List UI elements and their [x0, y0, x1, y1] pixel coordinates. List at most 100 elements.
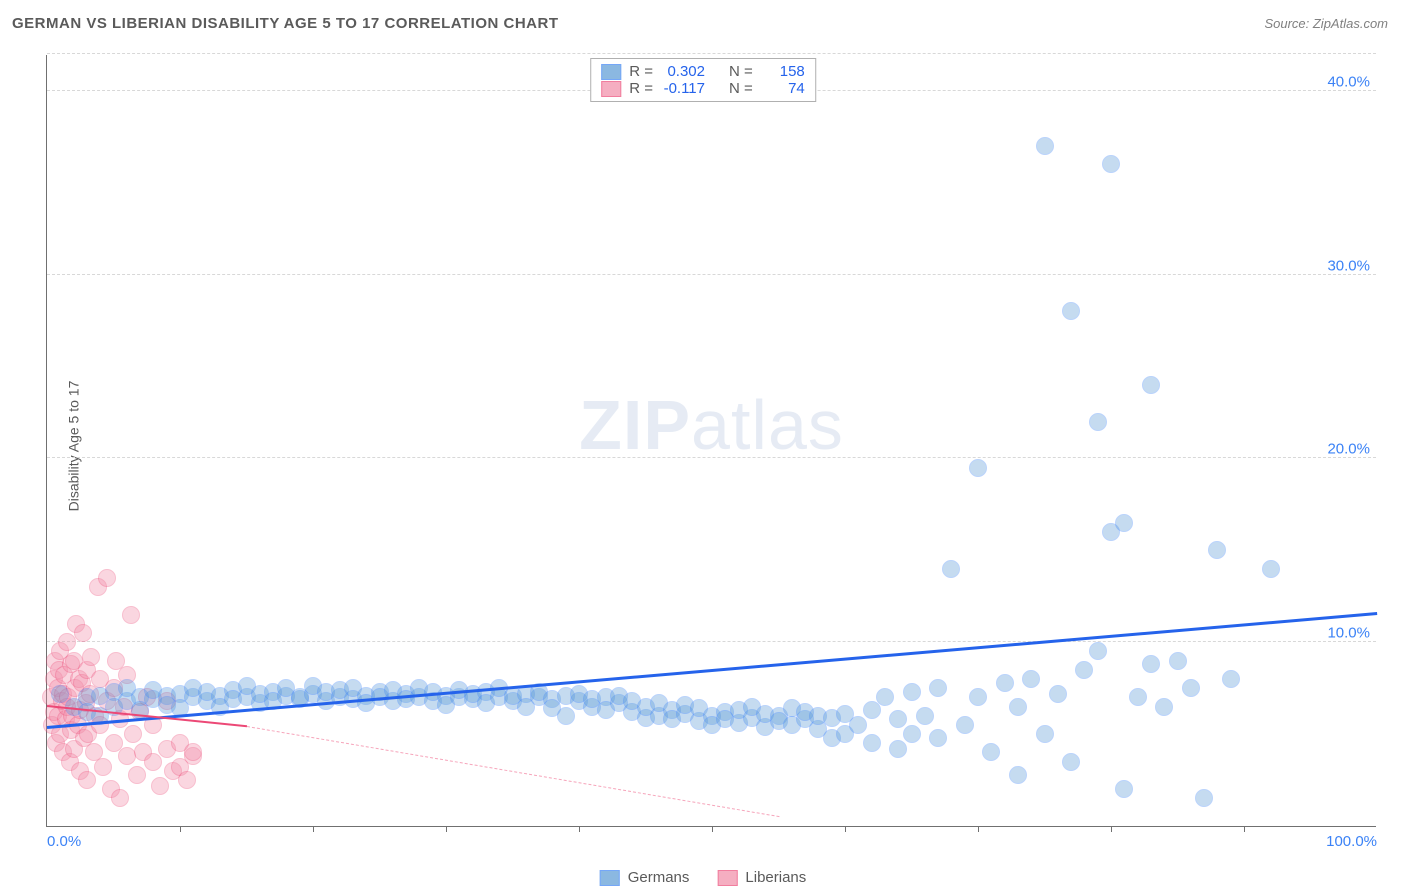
x-tick	[845, 826, 846, 832]
data-point	[1142, 655, 1160, 673]
data-point	[863, 734, 881, 752]
data-point	[1182, 679, 1200, 697]
data-point	[111, 789, 129, 807]
data-point	[1195, 789, 1213, 807]
swatch-germans	[601, 64, 621, 80]
y-tick-label: 10.0%	[1327, 625, 1370, 642]
data-point	[969, 459, 987, 477]
data-point	[1142, 376, 1160, 394]
watermark-bold: ZIP	[579, 386, 691, 464]
data-point	[1089, 413, 1107, 431]
x-tick	[712, 826, 713, 832]
data-point	[929, 729, 947, 747]
stat-n-germans: 158	[761, 63, 805, 80]
data-point	[1022, 670, 1040, 688]
data-point	[849, 716, 867, 734]
legend-swatch-germans	[600, 870, 620, 886]
data-point	[122, 606, 140, 624]
x-tick-label: 100.0%	[1326, 833, 1377, 850]
legend-item-liberians: Liberians	[717, 869, 806, 886]
plot-area: ZIPatlas 10.0%20.0%30.0%40.0%0.0%100.0%	[46, 55, 1376, 827]
stat-r-label: R =	[629, 80, 653, 97]
data-point	[78, 771, 96, 789]
data-point	[1062, 753, 1080, 771]
data-point	[58, 633, 76, 651]
legend-label-liberians: Liberians	[745, 869, 806, 886]
data-point	[942, 560, 960, 578]
data-point	[1102, 155, 1120, 173]
data-point	[98, 569, 116, 587]
stat-n-label: N =	[729, 80, 753, 97]
source-label: Source: ZipAtlas.com	[1264, 16, 1388, 31]
data-point	[178, 771, 196, 789]
x-tick	[579, 826, 580, 832]
y-tick-label: 40.0%	[1327, 73, 1370, 90]
legend-swatch-liberians	[717, 870, 737, 886]
gridline-h	[47, 641, 1376, 642]
data-point	[1155, 698, 1173, 716]
data-point	[1036, 137, 1054, 155]
trend-line	[246, 726, 778, 817]
watermark: ZIPatlas	[579, 385, 844, 465]
data-point	[557, 707, 575, 725]
x-tick-label: 0.0%	[47, 833, 81, 850]
data-point	[903, 725, 921, 743]
data-point	[996, 674, 1014, 692]
data-point	[1208, 541, 1226, 559]
x-tick	[313, 826, 314, 832]
watermark-rest: atlas	[691, 386, 844, 464]
x-tick	[446, 826, 447, 832]
data-point	[1262, 560, 1280, 578]
x-tick	[180, 826, 181, 832]
data-point	[903, 683, 921, 701]
data-point	[982, 743, 1000, 761]
stat-n-liberians: 74	[761, 80, 805, 97]
stats-box: R = 0.302 N = 158 R = -0.117 N = 74	[590, 58, 816, 102]
x-tick	[1111, 826, 1112, 832]
data-point	[1049, 685, 1067, 703]
data-point	[889, 740, 907, 758]
gridline-h	[47, 53, 1376, 54]
data-point	[969, 688, 987, 706]
header: GERMAN VS LIBERIAN DISABILITY AGE 5 TO 1…	[0, 0, 1406, 46]
data-point	[151, 777, 169, 795]
data-point	[1169, 652, 1187, 670]
x-tick	[1244, 826, 1245, 832]
data-point	[1115, 514, 1133, 532]
chart-title: GERMAN VS LIBERIAN DISABILITY AGE 5 TO 1…	[12, 15, 559, 32]
chart-container: GERMAN VS LIBERIAN DISABILITY AGE 5 TO 1…	[0, 0, 1406, 892]
stats-row-germans: R = 0.302 N = 158	[601, 63, 805, 80]
data-point	[74, 624, 92, 642]
stats-row-liberians: R = -0.117 N = 74	[601, 80, 805, 97]
data-point	[1129, 688, 1147, 706]
data-point	[124, 725, 142, 743]
bottom-legend: Germans Liberians	[600, 869, 807, 886]
data-point	[1062, 302, 1080, 320]
data-point	[1222, 670, 1240, 688]
y-tick-label: 20.0%	[1327, 441, 1370, 458]
stat-r-liberians: -0.117	[661, 80, 705, 97]
data-point	[956, 716, 974, 734]
y-tick-label: 30.0%	[1327, 257, 1370, 274]
data-point	[1009, 698, 1027, 716]
swatch-liberians	[601, 81, 621, 97]
data-point	[94, 758, 112, 776]
data-point	[1036, 725, 1054, 743]
data-point	[889, 710, 907, 728]
stat-r-germans: 0.302	[661, 63, 705, 80]
data-point	[1115, 780, 1133, 798]
data-point	[82, 648, 100, 666]
legend-label-germans: Germans	[628, 869, 690, 886]
data-point	[128, 766, 146, 784]
stat-r-label: R =	[629, 63, 653, 80]
stat-n-label: N =	[729, 63, 753, 80]
data-point	[1075, 661, 1093, 679]
data-point	[876, 688, 894, 706]
data-point	[1009, 766, 1027, 784]
data-point	[184, 743, 202, 761]
gridline-h	[47, 457, 1376, 458]
gridline-h	[47, 274, 1376, 275]
data-point	[929, 679, 947, 697]
data-point	[916, 707, 934, 725]
data-point	[1089, 642, 1107, 660]
